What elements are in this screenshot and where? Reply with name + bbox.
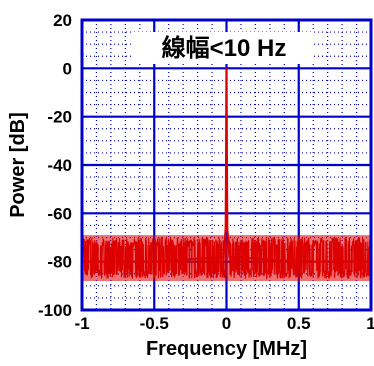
tick-labels: -1 -0.5 0 0.5 1 -100 -80 -60 -40 -20 0 20 (38, 11, 374, 333)
x-tick-label: -0.5 (140, 314, 169, 333)
y-tick-label: -20 (47, 108, 72, 127)
y-tick-label: -80 (47, 253, 72, 272)
data-point (222, 256, 225, 258)
y-tick-label: -100 (38, 301, 72, 320)
data-point (226, 227, 229, 229)
x-tick-label: -1 (74, 314, 89, 333)
noise-floor-band (81, 235, 372, 281)
y-axis-label: Power [dB] (7, 112, 29, 218)
data-point (297, 260, 300, 263)
x-tick-label: 1 (366, 314, 374, 333)
plot-frame (80, 18, 373, 312)
data-point (228, 256, 231, 258)
y-tick-label: -60 (47, 204, 72, 223)
noise-floor-fill (83, 235, 370, 281)
data-point (226, 149, 228, 152)
plot-border (80, 18, 373, 312)
y-tick-label: 20 (53, 11, 72, 30)
y-tick-label: -40 (47, 156, 72, 175)
x-tick-label: 0 (222, 314, 231, 333)
x-axis-label: Frequency [MHz] (146, 338, 307, 360)
data-point (224, 227, 227, 229)
x-tick-label: 0.5 (287, 314, 311, 333)
data-point (153, 260, 156, 263)
chart-title: 線幅<10 Hz (162, 34, 287, 62)
title-background (134, 32, 314, 64)
y-tick-label: 0 (63, 59, 72, 78)
data-point (225, 67, 228, 70)
